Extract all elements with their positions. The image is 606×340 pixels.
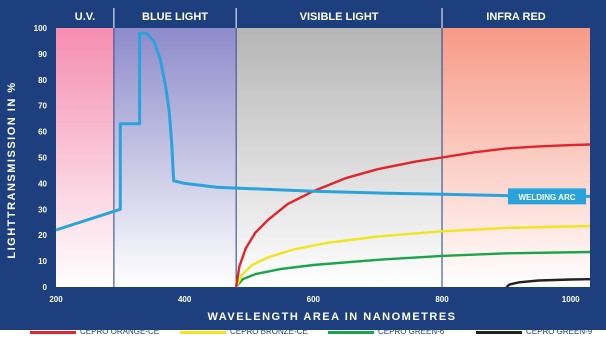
legend-label: CEPRO GREEN-6 (378, 327, 445, 336)
series-line-cepro-orange-ce (234, 143, 591, 288)
legend-swatch (180, 331, 226, 334)
y-tick-label: 70 (38, 102, 47, 111)
x-tick-label: 800 (435, 295, 449, 304)
legend-label: CEPRO GREEN-9 (526, 327, 593, 336)
y-tick-label: 90 (38, 50, 47, 59)
region-blue-light (113, 28, 237, 287)
y-tick-label: 30 (38, 205, 47, 214)
legend: CEPRO ORANGE-CE CEPRO BRONZE-CE CEPRO GREE… (0, 327, 606, 340)
legend-swatch (328, 331, 374, 334)
y-axis-label: LIGHTTRANSMISSION IN % (6, 81, 18, 258)
x-tick-label: 1000 (562, 295, 580, 304)
series-line-cepro-green-9 (505, 278, 591, 288)
region-header: U.V. (75, 11, 95, 23)
series-line-welding-arc (55, 31, 591, 232)
transmission-chart: U.V. BLUE LIGHT VISIBLE LIGHT INFRA RED WEL… (0, 0, 606, 330)
region-u-v (56, 28, 114, 287)
y-tick-label: 60 (38, 128, 47, 137)
y-tick-label: 80 (38, 76, 47, 85)
welding-arc-label-box (508, 188, 586, 205)
y-tick-label: 50 (38, 154, 47, 163)
legend-swatch (30, 331, 76, 334)
region-infra-red (442, 28, 590, 287)
region-visible-light (236, 28, 443, 287)
x-tick-label: 400 (178, 295, 192, 304)
legend-label: CEPRO BRONZE-CE (230, 327, 308, 336)
legend-label: CEPRO ORANGE-CE (80, 327, 160, 336)
series-line-cepro-bronze-ce (235, 224, 591, 288)
y-tick-label: 10 (38, 257, 47, 266)
region-header: BLUE LIGHT (142, 11, 208, 23)
region-header: VISIBLE LIGHT (300, 11, 379, 23)
y-tick-label: 0 (43, 283, 48, 292)
y-tick-label: 20 (38, 231, 47, 240)
legend-swatch (476, 331, 522, 334)
y-tick-label: 40 (38, 179, 47, 188)
y-tick-label: 100 (34, 24, 48, 33)
x-tick-label: 200 (49, 295, 63, 304)
series-line-cepro-green-6 (235, 250, 591, 288)
x-tick-label: 600 (307, 295, 321, 304)
x-axis-label: WAVELENGTH AREA IN NANOMETRES (207, 311, 456, 323)
welding-arc-label: WELDING ARC (518, 193, 575, 202)
region-header: INFRA RED (486, 11, 546, 23)
